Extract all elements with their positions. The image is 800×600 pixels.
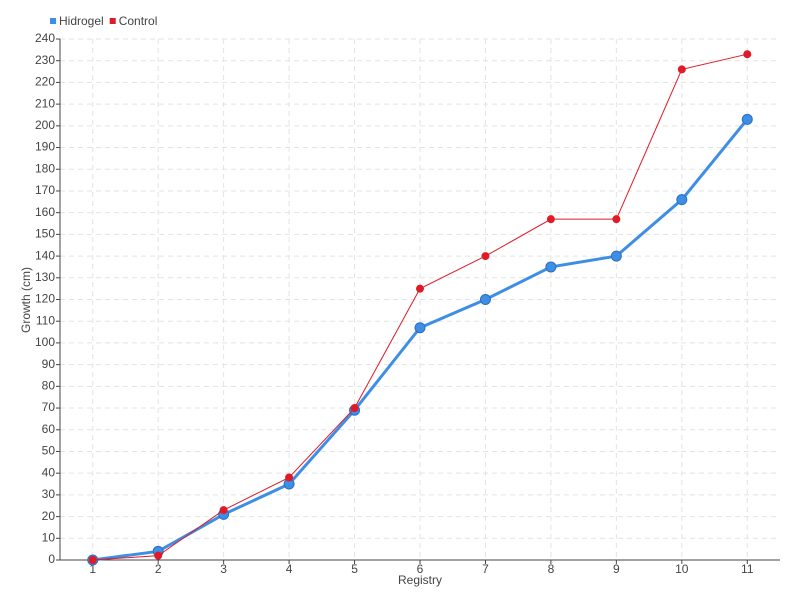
data-point: [350, 404, 359, 413]
y-tick-label: 170: [35, 183, 55, 197]
data-point: [481, 252, 490, 261]
legend-label: Control: [119, 14, 158, 28]
y-tick-label: 40: [42, 465, 56, 479]
y-tick-label: 20: [42, 509, 56, 523]
x-tick-label: 7: [482, 562, 489, 576]
x-tick-label: 1: [89, 562, 96, 576]
legend-marker: [109, 18, 116, 24]
y-tick-label: 130: [35, 270, 55, 284]
data-point: [743, 50, 752, 59]
data-point: [612, 215, 621, 224]
y-tick-label: 100: [35, 335, 55, 349]
y-tick-label: 50: [42, 444, 56, 458]
data-point: [416, 284, 424, 293]
y-tick-label: 120: [35, 292, 55, 306]
x-tick-label: 2: [155, 562, 162, 576]
data-point: [610, 250, 622, 262]
data-point: [219, 506, 228, 515]
data-point: [154, 551, 163, 560]
x-axis-label: Registry: [398, 573, 442, 587]
x-tick-label: 10: [675, 562, 689, 576]
x-tick-label: 3: [220, 562, 227, 576]
data-point: [676, 194, 688, 206]
y-tick-label: 230: [35, 53, 55, 67]
y-tick-label: 180: [35, 161, 55, 175]
data-point: [479, 294, 491, 305]
y-tick-label: 30: [42, 487, 56, 501]
legend-marker: [50, 18, 56, 24]
data-point: [545, 261, 557, 273]
y-tick-label: 60: [42, 422, 56, 436]
y-tick-label: 140: [35, 248, 55, 262]
y-tick-label: 210: [35, 96, 55, 110]
y-tick-label: 80: [42, 379, 56, 393]
y-tick-label: 200: [35, 118, 55, 132]
x-tick-label: 9: [613, 562, 620, 576]
data-point: [546, 215, 555, 224]
y-tick-label: 0: [48, 552, 55, 566]
data-point: [677, 65, 686, 74]
data-point: [88, 556, 97, 564]
y-tick-label: 110: [36, 313, 55, 327]
y-tick-label: 90: [42, 357, 56, 371]
y-tick-label: 150: [35, 227, 55, 241]
y-axis-label: Growth (cm): [19, 267, 33, 333]
y-tick-label: 70: [42, 400, 56, 414]
x-tick-label: 5: [351, 562, 358, 576]
x-tick-label: 8: [548, 562, 555, 576]
data-point: [414, 322, 426, 334]
y-tick-label: 160: [35, 205, 55, 219]
x-tick-label: 4: [286, 562, 293, 576]
y-tick-label: 240: [35, 31, 55, 45]
data-point: [741, 113, 753, 125]
x-tick-label: 11: [741, 562, 754, 576]
y-tick-label: 190: [35, 140, 55, 154]
y-tick-label: 10: [42, 530, 56, 544]
y-tick-label: 220: [35, 75, 55, 89]
legend-label: Hidrogel: [59, 14, 104, 28]
x-tick-label: 6: [417, 562, 424, 576]
data-point: [285, 473, 294, 482]
